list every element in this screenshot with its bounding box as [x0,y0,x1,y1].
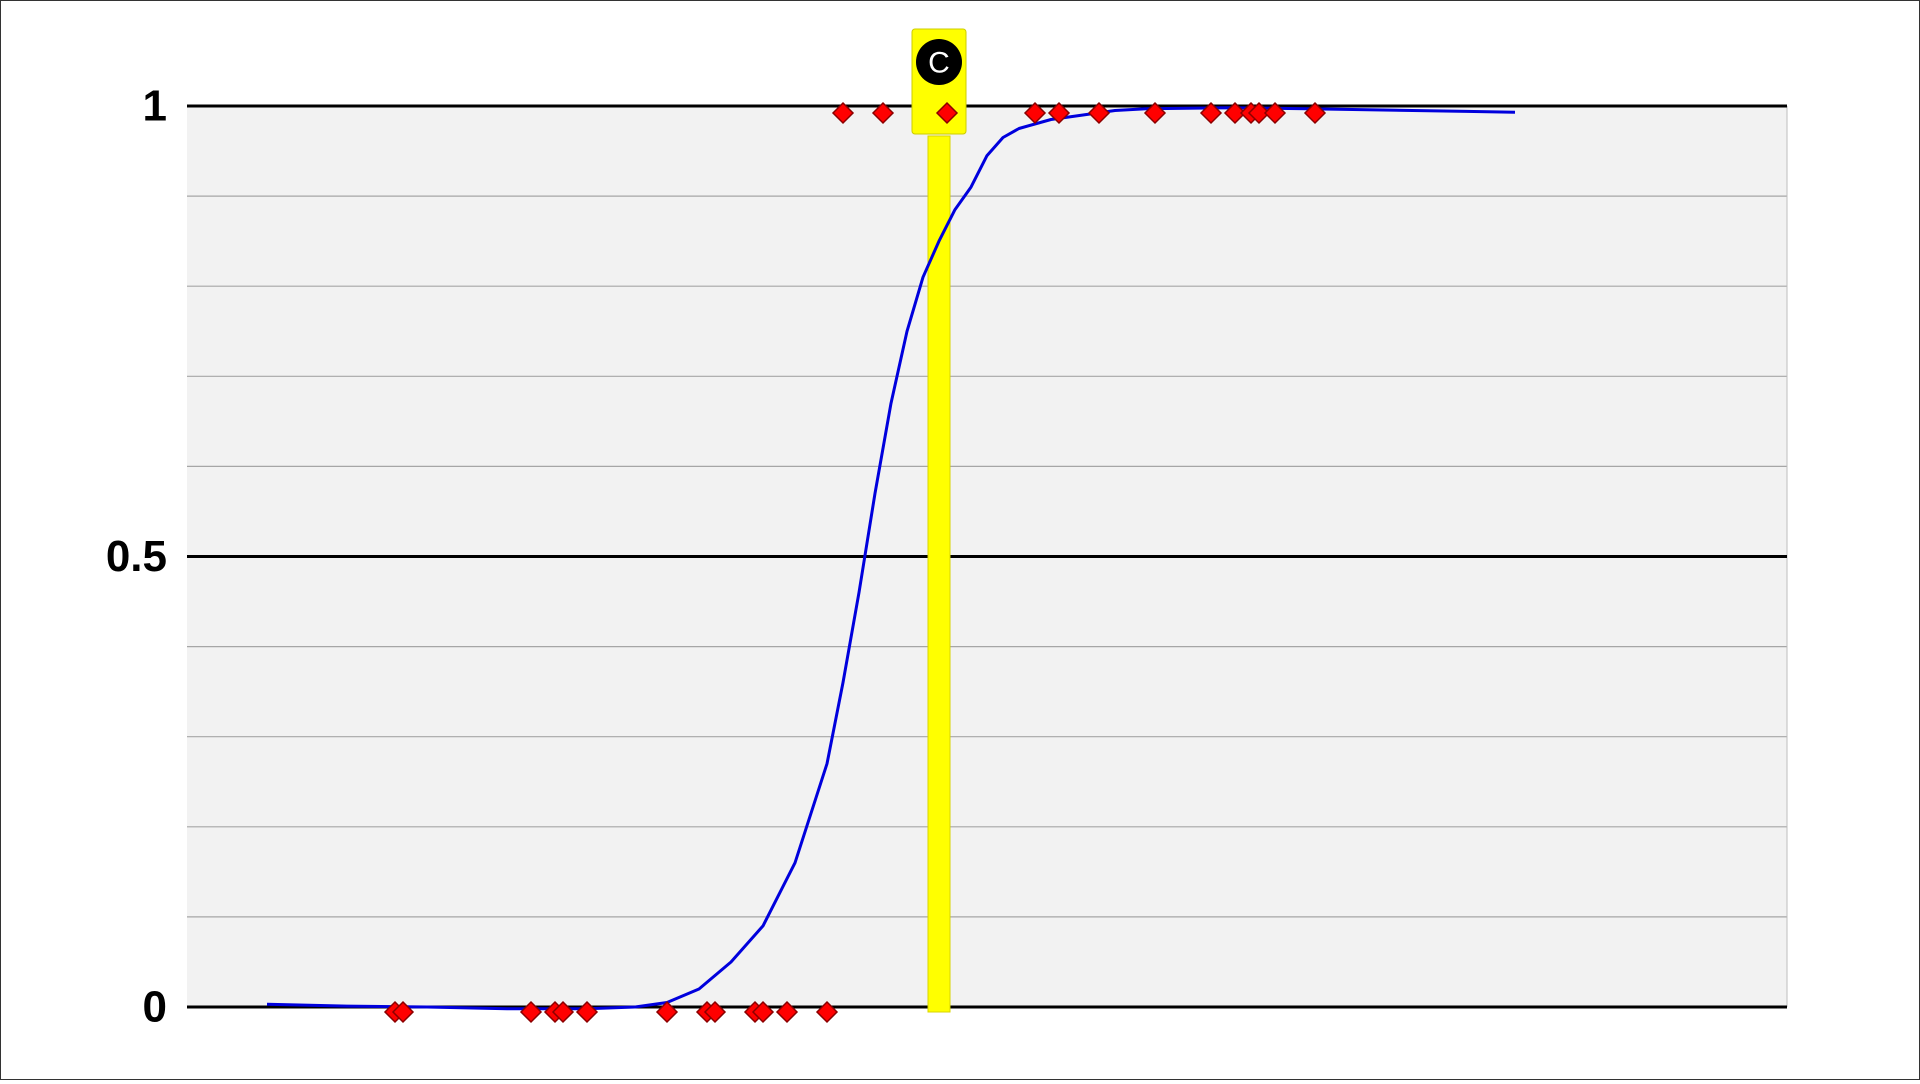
data-point [871,101,895,125]
fitted-curve [266,106,1516,1011]
y-tick-label: 0 [143,983,167,1032]
data-point [519,1000,543,1024]
data-point [551,1000,575,1024]
highlight-label-circle [916,39,962,85]
data-point [1199,101,1223,125]
data-point [1047,101,1071,125]
data-point [775,1000,799,1024]
data-point [575,1000,599,1024]
y-tick-label: 0.5 [106,532,167,581]
data-point [655,1000,679,1024]
data-point [1143,101,1167,125]
data-point [1303,101,1327,125]
y-tick-label: 1 [143,82,167,131]
data-point [703,1000,727,1024]
data-point [815,1000,839,1024]
data-point [1247,101,1271,125]
data-points [383,101,1327,1024]
data-point [1263,101,1287,125]
y-axis-tick-labels: 00.51 [106,82,167,1032]
highlight-marker[interactable]: C [911,28,967,1013]
highlight-band-bar [927,135,951,1013]
minor-gridlines [187,106,1788,1007]
data-point [391,1000,415,1024]
data-point [1087,101,1111,125]
data-point [751,1000,775,1024]
data-point [1023,101,1047,125]
highlight-label-text: C [928,47,950,80]
data-point [831,101,855,125]
data-point [935,101,959,125]
data-point [1223,101,1247,125]
